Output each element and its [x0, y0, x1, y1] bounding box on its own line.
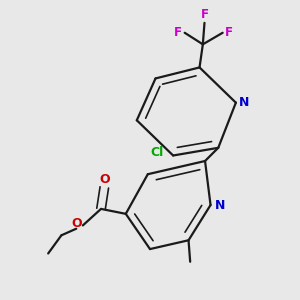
- Text: Cl: Cl: [150, 146, 163, 159]
- Text: F: F: [225, 26, 233, 39]
- Text: N: N: [215, 199, 226, 212]
- Text: F: F: [174, 26, 182, 39]
- Text: N: N: [239, 96, 249, 109]
- Text: O: O: [99, 173, 110, 186]
- Text: F: F: [200, 8, 208, 21]
- Text: O: O: [72, 217, 82, 230]
